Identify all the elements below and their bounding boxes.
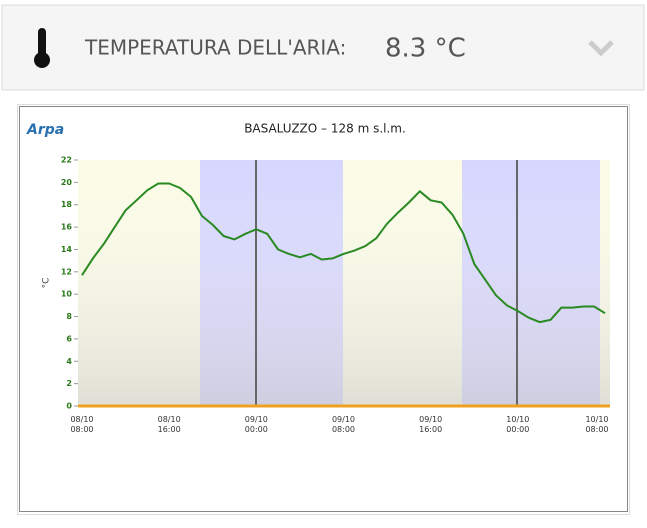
day-night-bands [78,160,610,406]
x-tick-label: 09/10 00:00 [244,415,268,434]
y-tick-label: 12 [61,267,72,276]
x-tick-label: 09/10 08:00 [331,415,356,434]
y-tick-label: 10 [61,290,73,299]
x-tick-label: 08/10 08:00 [70,415,94,434]
y-tick-label: 6 [66,334,72,343]
x-tick-label: 10/10 00:00 [506,415,530,434]
x-tick-label: 10/10 08:00 [585,415,609,434]
y-tick-label: 8 [66,312,72,321]
header-label: TEMPERATURA DELL'ARIA: [84,36,346,60]
y-tick-label: 14 [61,245,73,254]
y-axis-label: °C [42,278,52,289]
y-tick-label: 2 [66,379,72,388]
logo: Arpa [26,122,64,138]
x-tick-label: 09/10 16:00 [419,415,443,434]
y-tick-label: 4 [66,357,72,366]
y-tick-label: 0 [66,402,72,411]
thermometer-icon [34,28,50,68]
header-value: 8.3 °C [385,34,466,64]
temperature-line [81,182,606,324]
y-tick-label: 22 [61,156,72,165]
collapse-chevron[interactable] [588,40,614,57]
y-tick-label: 20 [61,178,73,187]
y-tick-label: 18 [61,200,73,209]
header-panel [1,4,645,91]
x-tick-label: 08/10 16:00 [157,415,181,434]
y-tick-label: 16 [61,223,73,232]
chart-title: BASALUZZO – 128 m s.l.m. [244,122,406,136]
